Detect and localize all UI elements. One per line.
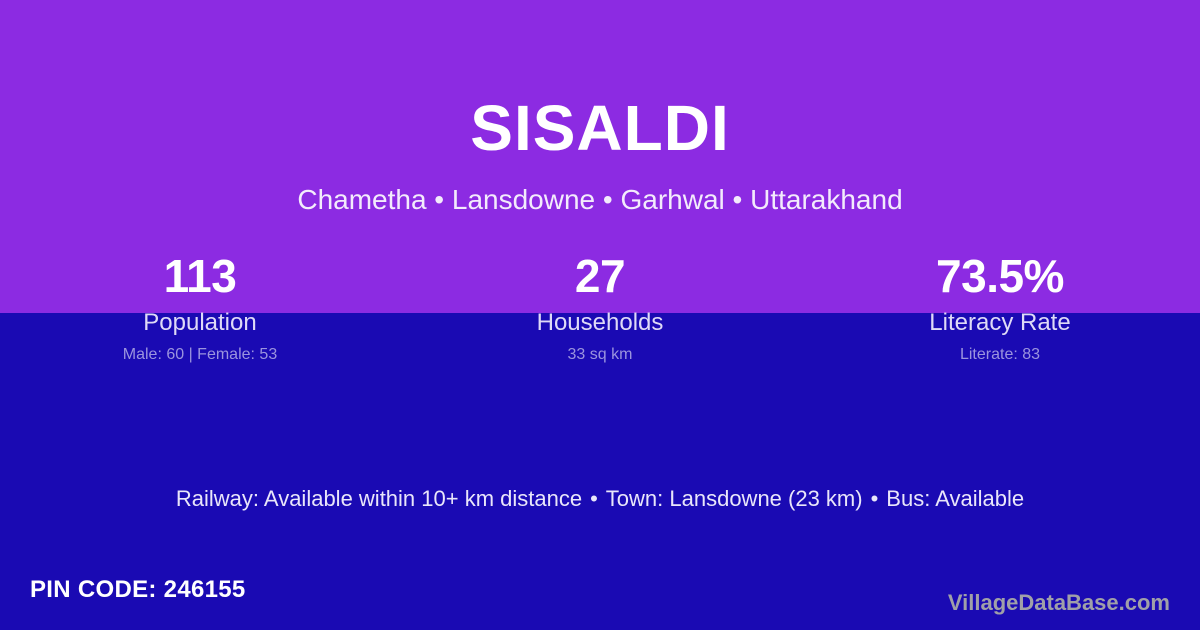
site-branding: VillageDataBase.com bbox=[947, 590, 1170, 615]
infra-town: Town: Lansdowne (23 km) bbox=[605, 486, 863, 511]
stat-sub-detail: Male: 60 | Female: 53 bbox=[122, 346, 278, 363]
infra-separator: • bbox=[870, 486, 879, 511]
stat-sub-detail: Literate: 83 bbox=[959, 346, 1041, 363]
pin-code: PIN CODE: 246155 bbox=[30, 576, 246, 603]
stat-value: 27 bbox=[574, 250, 626, 302]
infra-railway: Railway: Available within 10+ km distanc… bbox=[175, 486, 583, 511]
stat-label: Households bbox=[536, 309, 664, 336]
infra-bus: Bus: Available bbox=[886, 486, 1025, 511]
stat-value: 113 bbox=[163, 250, 237, 302]
infrastructure-line: Railway: Available within 10+ km distanc… bbox=[0, 484, 1200, 514]
stat-label: Population bbox=[143, 309, 257, 336]
stat-label: Literacy Rate bbox=[929, 309, 1071, 336]
page-title: SISALDI bbox=[470, 92, 730, 164]
stat-sub-detail: 33 sq km bbox=[567, 346, 633, 363]
stat-population: 113 Population Male: 60 | Female: 53 bbox=[0, 248, 400, 378]
stat-literacy-rate: 73.5% Literacy Rate Literate: 83 bbox=[800, 248, 1200, 378]
breadcrumb-location: Chametha • Lansdowne • Garhwal • Uttarak… bbox=[297, 184, 903, 215]
stat-households: 27 Households 33 sq km bbox=[400, 248, 800, 378]
stat-value: 73.5% bbox=[936, 250, 1064, 302]
stats-row: 113 Population Male: 60 | Female: 53 27 … bbox=[0, 248, 1200, 378]
infra-separator: • bbox=[590, 486, 598, 511]
hero-banner bbox=[0, 0, 1200, 313]
